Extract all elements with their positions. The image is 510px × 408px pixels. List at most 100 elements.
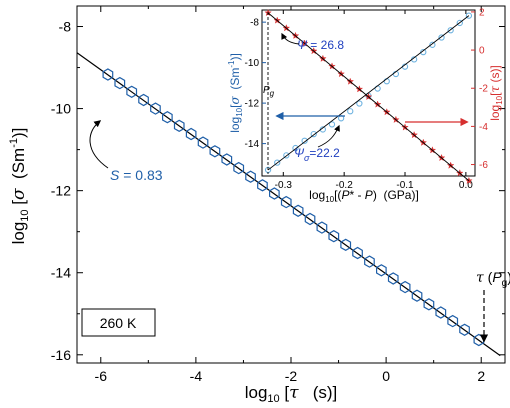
- main-data-point: [435, 306, 447, 319]
- inset-pg-label: Pg: [263, 85, 275, 98]
- inset-ylabel-left-unit: (Sm: [228, 68, 242, 97]
- main-data-point: [352, 246, 363, 260]
- inset-left-y-tick-label: -8: [250, 18, 259, 29]
- inset-ylabel-right-post: [: [488, 92, 502, 96]
- inset-right-y-tick-label: 2: [479, 7, 485, 18]
- main-data-point: [292, 204, 304, 217]
- main-x-tick-label: 0: [382, 368, 390, 384]
- main-y-tick-label: -14: [51, 265, 71, 281]
- inset-pg-var: P: [263, 85, 270, 96]
- inset-sigma-point: [283, 152, 290, 159]
- inset-x-tick-label: -0.3: [275, 180, 293, 191]
- tau-pg-annotation: τ (Pg): [476, 269, 510, 289]
- inset-sigma-point: [456, 19, 463, 27]
- main-data-point: [257, 179, 268, 192]
- inset-tau-fit-line: [267, 12, 470, 182]
- inset-axis-ticks: -0.3 -0.2 -0.1 0.0 -8 -10 -12 -14 2 0 -2 -4 -6: [245, 7, 489, 191]
- main-data-point: [185, 127, 197, 141]
- main-data-point: [138, 93, 149, 107]
- inset-ylabel-left-pre: log: [228, 117, 242, 133]
- inset-ylabel-right-sub: 10: [495, 95, 504, 104]
- psi-sigma-arrow: [317, 124, 340, 148]
- main-ylabel-post: [: [9, 200, 28, 210]
- tau-pg-tau: τ: [476, 270, 484, 286]
- main-data-point: [328, 230, 340, 243]
- main-x-tick-label: -4: [190, 368, 203, 384]
- main-x-tick-label: -6: [95, 368, 108, 384]
- main-data-point: [459, 323, 470, 336]
- inset-sigma-point: [447, 27, 454, 34]
- inset-xlabel-mid: [(: [334, 188, 341, 202]
- main-y-tick-label: -16: [51, 347, 71, 363]
- inset-x-tick-label: -0.1: [396, 180, 414, 191]
- inset-right-y-tick-label: -6: [479, 160, 488, 171]
- main-x-tick-label: 2: [477, 368, 485, 384]
- main-data-point: [209, 145, 221, 158]
- inset-sigma-point: [438, 34, 445, 41]
- inset-sigma-point: [465, 12, 473, 19]
- main-data-point: [399, 280, 411, 294]
- main-ylabel-unit: (Sm: [9, 148, 28, 189]
- psi-sigma-value: =22.2: [309, 146, 340, 160]
- inset-ylabel-right-var: τ: [488, 86, 502, 93]
- inset-xlabel-sub: 10: [325, 195, 334, 204]
- inset-xlabel-pre: log: [309, 188, 325, 202]
- main-data-point: [280, 195, 292, 209]
- temperature-label: 260 K: [100, 315, 137, 331]
- inset-right-y-tick-label: 0: [479, 46, 485, 57]
- temperature-box: [81, 308, 156, 337]
- main-data-point: [150, 102, 161, 115]
- slope-var: S: [110, 167, 120, 183]
- inset-sigma-point: [310, 130, 317, 138]
- inset-right-y-axis-label: log10[τ (s)]: [488, 65, 504, 121]
- inset-sigma-point: [429, 41, 436, 48]
- main-data-point: [387, 272, 399, 285]
- inset-sigma-point: [347, 108, 354, 115]
- inset-sigma-point: [356, 100, 363, 107]
- psi-sigma-sub: σ: [304, 153, 310, 163]
- inset-ylabel-left-sub: 10: [235, 107, 244, 116]
- inset-xlabel-dash: -: [354, 188, 365, 202]
- main-xlabel-unit: (s)]: [299, 383, 338, 402]
- main-data-point: [376, 264, 387, 277]
- inset-right-y-tick-label: -2: [479, 84, 488, 95]
- inset-x-axis-label: log10[(P* - P) (GPa)]: [309, 188, 419, 204]
- main-y-axis-label: log10 [σ (Sm-1)]: [8, 128, 31, 245]
- inset-xlabel-star: *: [349, 188, 354, 202]
- inset-left-y-tick-label: -10: [245, 58, 260, 69]
- inset-sigma-point: [301, 137, 308, 144]
- main-y-tick-label: -12: [51, 183, 71, 199]
- main-data-point: [102, 68, 114, 81]
- inset-ylabel-right-pre: log: [488, 105, 502, 121]
- tau-pg-var: P: [492, 269, 502, 285]
- inset-left-y-tick-label: -12: [245, 99, 260, 110]
- inset-pg-sub: g: [270, 89, 275, 98]
- main-data-point: [316, 221, 328, 234]
- inset-sigma-point: [420, 48, 427, 56]
- main-xlabel-sub: 10: [267, 393, 279, 405]
- main-xlabel-pre: log: [245, 383, 268, 402]
- inset-ylabel-right-end: (s)]: [488, 65, 502, 86]
- main-data-point: [173, 119, 185, 132]
- main-data-point: [126, 85, 138, 98]
- main-ylabel-var: σ: [9, 188, 29, 200]
- inset-xlabel-var2: P: [365, 188, 373, 202]
- main-x-tick-label: -2: [285, 368, 298, 384]
- inset-sigma-point: [292, 144, 299, 152]
- main-axis-ticks: -6 -4 -2 0 2-8-10-12-14-16: [51, 6, 505, 384]
- main-ylabel-sup: -1: [8, 138, 20, 148]
- inset-ylabel-left-sup: -1: [227, 60, 236, 68]
- slope-value: = 0.83: [119, 167, 162, 183]
- inset-x-tick-label: -0.2: [336, 180, 354, 191]
- main-xlabel-post: [: [280, 383, 290, 402]
- inset-left-y-tick-label: -14: [245, 139, 260, 150]
- main-data-point: [304, 212, 316, 226]
- main-data-point: [221, 153, 233, 166]
- tau-pg-close: ): [507, 269, 510, 285]
- inset-sigma-point: [274, 159, 281, 166]
- inset-right-y-tick-label: -4: [479, 122, 488, 133]
- main-data-point: [447, 314, 459, 328]
- inset-ylabel-left-var: σ: [228, 96, 242, 105]
- main-data-point: [411, 289, 423, 302]
